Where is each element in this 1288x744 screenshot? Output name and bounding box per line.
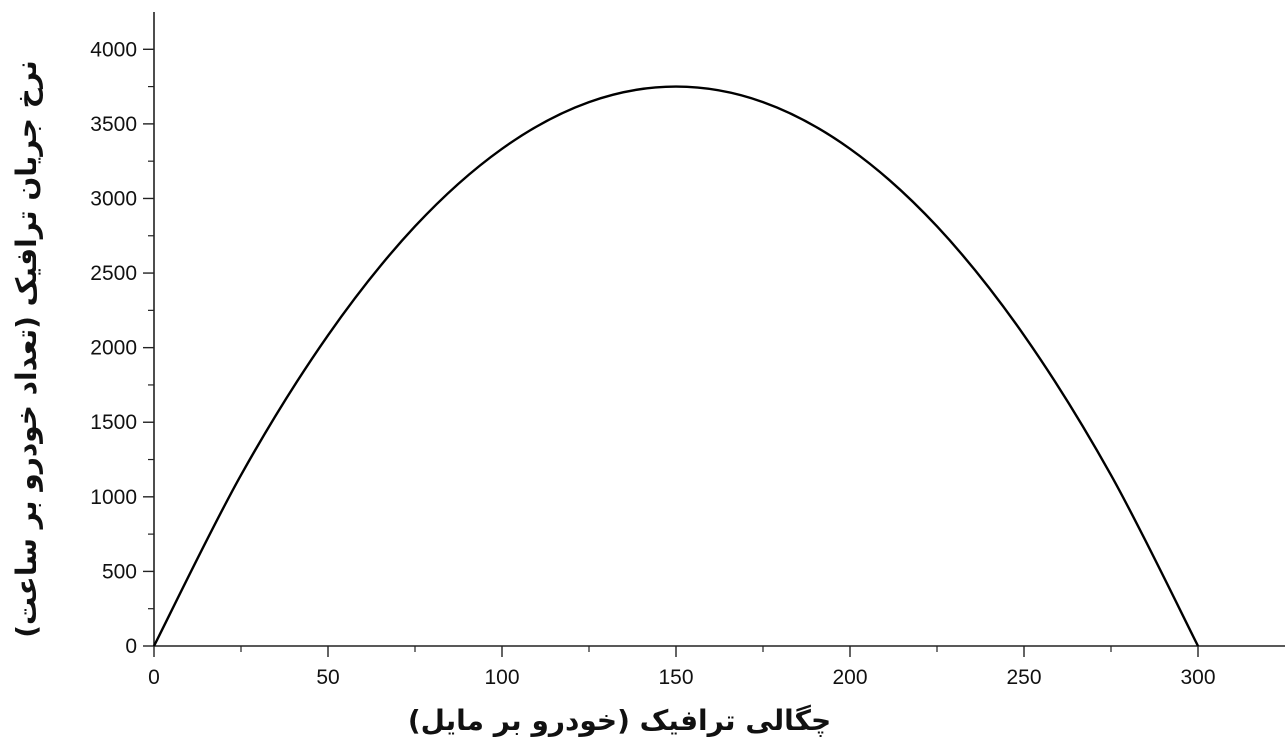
x-axis-title: چگالی ترافیک (خودرو بر مایل) [408, 704, 831, 737]
axes [153, 12, 1285, 647]
x-tick-label: 300 [1180, 666, 1215, 689]
series [152, 85, 1200, 647]
y-axis-title: نرخ جریان ترافیک (تعداد خودرو بر ساعت) [10, 60, 43, 638]
x-tick-label: 200 [832, 666, 867, 689]
x-tick-label: 100 [484, 666, 519, 689]
y-tick-label: 1000 [90, 486, 137, 509]
x-tick-label: 250 [1006, 666, 1041, 689]
y-tick-label: 500 [102, 560, 137, 583]
y-tick-label: 0 [125, 635, 137, 658]
y-tick-label: 3500 [90, 113, 137, 136]
y-tick-label: 2000 [90, 337, 137, 360]
y-tick-label: 3000 [90, 187, 137, 210]
ticks: 0 50 100 150 200 250 3000500100015002000250030… [90, 38, 1215, 689]
x-tick-label: 50 [316, 666, 339, 689]
y-tick-label: 4000 [90, 38, 137, 61]
x-tick-label: 150 [658, 666, 693, 689]
x-tick-label: 0 [148, 666, 160, 689]
y-tick-label: 1500 [90, 411, 137, 434]
series-line [152, 85, 1200, 647]
y-tick-label: 2500 [90, 262, 137, 285]
